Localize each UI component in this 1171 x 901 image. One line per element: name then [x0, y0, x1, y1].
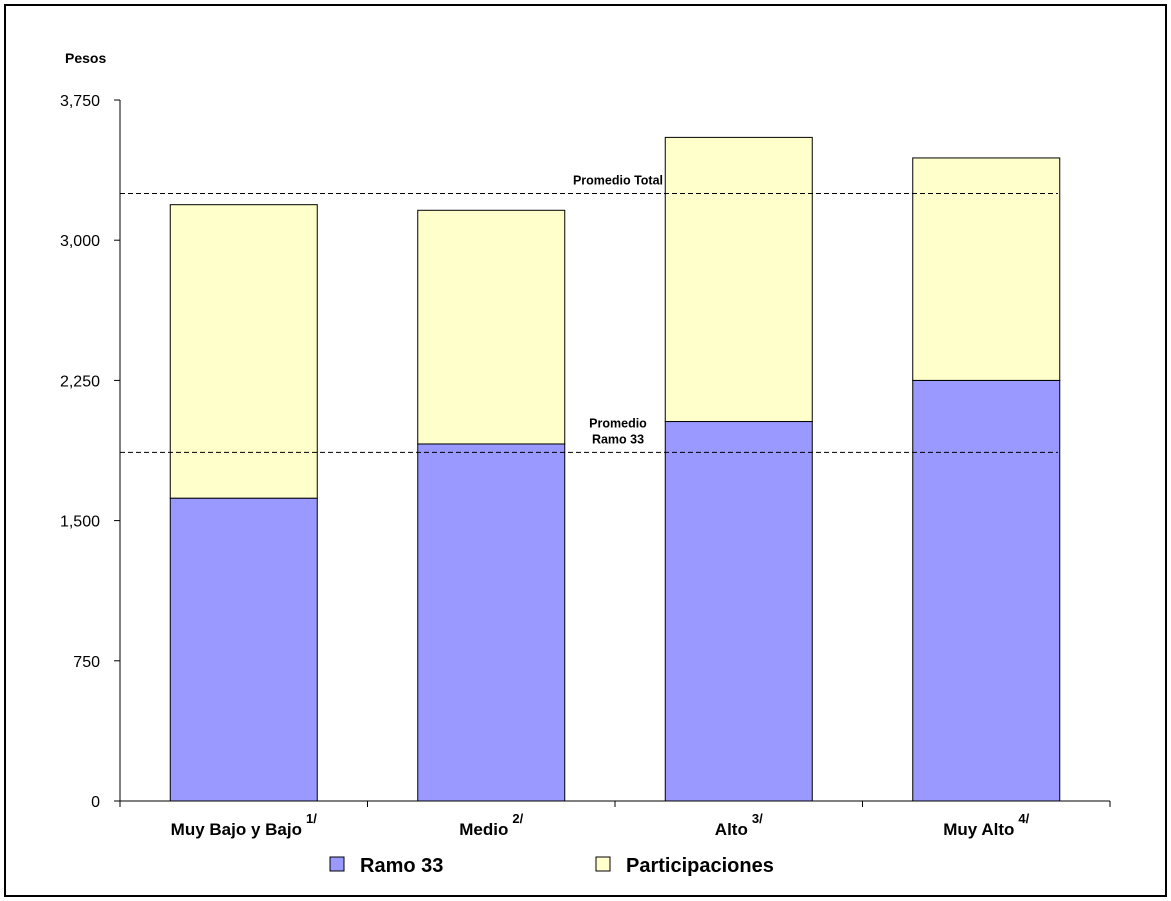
bar-participaciones-4: [912, 157, 1061, 381]
y-tick-label: 750: [73, 654, 100, 671]
x-tick-label: Alto3/: [715, 811, 763, 839]
reference-line-label: Promedio Total: [573, 173, 663, 187]
bar-ramo33-4: [912, 379, 1061, 802]
reference-line-label: Promedio: [589, 416, 647, 430]
y-tick-label: 0: [91, 794, 100, 811]
x-tick-label: Muy Alto4/: [943, 811, 1029, 839]
x-tick-footnote: 4/: [1018, 811, 1029, 826]
bar-participaciones-2: [417, 209, 566, 445]
legend-swatch: [329, 856, 345, 872]
y-tick-label: 3,000: [60, 233, 100, 250]
x-tick-footnote: 1/: [306, 811, 317, 826]
y-tick-label: 1,500: [60, 514, 100, 531]
y-tick-label: 3,750: [60, 93, 100, 110]
x-tick-label: Muy Bajo y Bajo1/: [171, 811, 318, 839]
bar-participaciones-3: [664, 136, 813, 423]
x-tick-footnote: 3/: [752, 811, 763, 826]
x-tick-footnote: 2/: [512, 811, 523, 826]
bar-participaciones-1: [169, 204, 318, 499]
bar-ramo33-1: [169, 497, 318, 802]
reference-line-label: Ramo 33: [592, 432, 644, 446]
legend-label: Ramo 33: [360, 855, 443, 877]
legend-label: Participaciones: [626, 855, 774, 877]
x-tick-label: Medio2/: [459, 811, 523, 839]
y-axis-label: Pesos: [65, 50, 106, 66]
legend-swatch: [595, 856, 611, 872]
y-tick-label: 2,250: [60, 373, 100, 390]
bar-ramo33-2: [417, 443, 566, 802]
bar-ramo33-3: [664, 421, 813, 802]
